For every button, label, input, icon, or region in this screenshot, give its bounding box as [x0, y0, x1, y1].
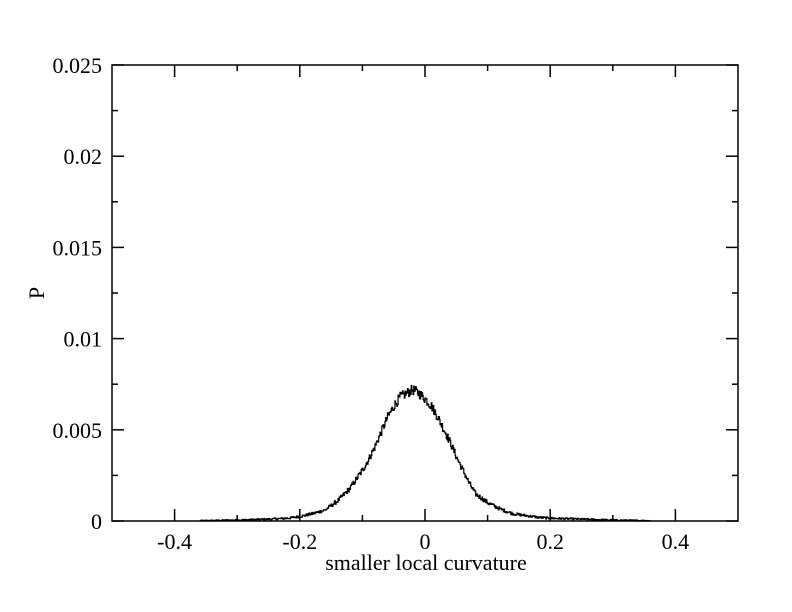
- y-tick-label: 0.025: [53, 53, 103, 78]
- y-tick-label: 0.015: [53, 235, 103, 260]
- series-line: [199, 384, 651, 522]
- x-tick-label: 0.2: [536, 529, 564, 554]
- axis-ticks: [112, 64, 738, 522]
- series-layer: [199, 384, 651, 522]
- plot-frame: [111, 64, 739, 522]
- x-tick-label: 0.4: [662, 529, 690, 554]
- y-tick-label: 0.02: [64, 144, 103, 169]
- y-tick-label: 0.005: [53, 418, 103, 443]
- y-axis-label: P: [24, 287, 49, 299]
- x-tick-label: 0: [420, 529, 431, 554]
- x-axis-label: smaller local curvature: [325, 550, 527, 575]
- axis-tick-labels: -0.4 -0.2 0 0.2 0.4 0 0.005 0.01 0.015 0.02 0.025: [53, 53, 690, 554]
- x-tick-label: -0.2: [282, 529, 317, 554]
- y-tick-label: 0: [91, 509, 102, 534]
- x-tick-label: -0.4: [157, 529, 192, 554]
- y-tick-label: 0.01: [64, 327, 103, 352]
